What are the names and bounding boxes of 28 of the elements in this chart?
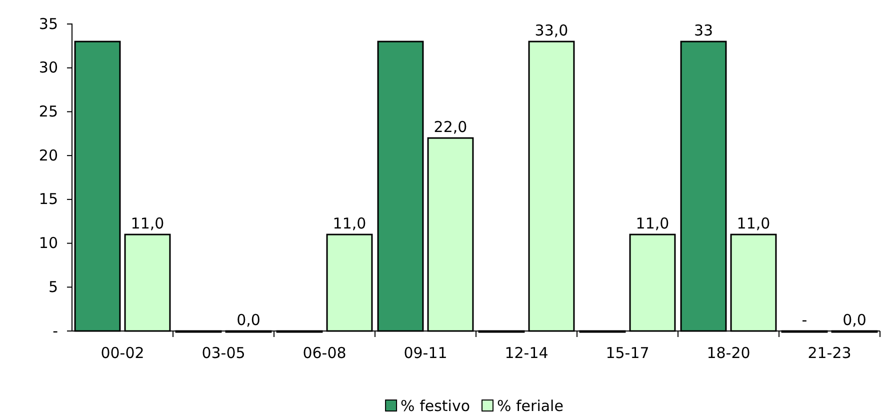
y-tick-label: - bbox=[52, 322, 58, 340]
data-label: 11,0 bbox=[332, 214, 366, 233]
y-tick-label: 5 bbox=[48, 278, 58, 296]
data-label: 33,0 bbox=[534, 22, 568, 40]
y-tick-label: 15 bbox=[38, 190, 58, 208]
data-label: 0,0 bbox=[236, 311, 260, 329]
x-tick-label: 09-11 bbox=[404, 344, 448, 362]
data-label: 11,0 bbox=[130, 214, 164, 233]
x-tick-label: 12-14 bbox=[504, 344, 548, 362]
y-tick-label: 20 bbox=[38, 146, 58, 164]
x-tick-label: 18-20 bbox=[706, 344, 750, 362]
data-label: 33 bbox=[694, 22, 714, 40]
data-label: 11,0 bbox=[736, 214, 770, 233]
y-tick-label: 35 bbox=[38, 14, 58, 33]
data-label: - bbox=[802, 311, 808, 329]
legend-label: % festivo bbox=[400, 397, 470, 415]
y-tick-label: 10 bbox=[38, 234, 58, 252]
x-tick-label: 21-23 bbox=[808, 344, 852, 362]
data-label: 22,0 bbox=[434, 118, 468, 136]
x-tick-label: 06-08 bbox=[302, 344, 346, 362]
y-tick-label: 30 bbox=[38, 58, 58, 77]
data-label: 11,0 bbox=[636, 214, 670, 233]
legend-label: % feriale bbox=[497, 397, 564, 415]
x-tick-label: 03-05 bbox=[202, 344, 246, 362]
y-tick-label: 25 bbox=[38, 102, 58, 121]
x-tick-label: 00-02 bbox=[100, 344, 144, 362]
data-label: 0,0 bbox=[842, 311, 866, 329]
x-tick-label: 15-17 bbox=[606, 344, 650, 362]
